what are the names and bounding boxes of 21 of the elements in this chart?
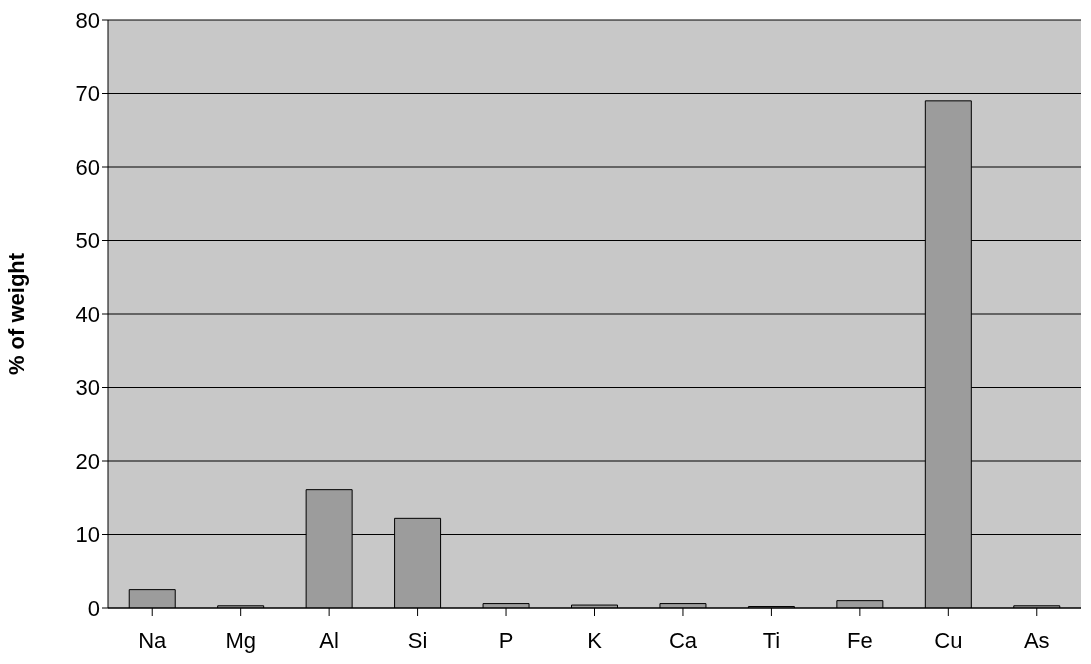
x-tick-label: As bbox=[1023, 627, 1050, 653]
y-tick-label: 0 bbox=[87, 595, 100, 621]
x-tick-label: Ca bbox=[668, 627, 698, 653]
y-tick-label: 10 bbox=[75, 522, 100, 548]
x-tick-label: K bbox=[587, 627, 603, 653]
y-tick-label: 50 bbox=[75, 228, 100, 254]
y-tick-label: 80 bbox=[75, 7, 100, 33]
x-tick-label: P bbox=[498, 627, 514, 653]
x-tick-label: Ti bbox=[762, 627, 781, 653]
y-tick-label: 70 bbox=[75, 81, 100, 107]
y-axis-title: % of weight bbox=[3, 252, 29, 376]
y-tick-label: 60 bbox=[75, 154, 100, 180]
x-tick-label: Na bbox=[138, 627, 168, 653]
x-tick-label: Si bbox=[407, 627, 428, 653]
x-tick-label: Al bbox=[319, 627, 339, 653]
x-tick-label: Cu bbox=[934, 627, 963, 653]
x-tick-label: Fe bbox=[847, 627, 873, 653]
x-tick-label: Mg bbox=[225, 627, 256, 653]
y-tick-label: 40 bbox=[75, 301, 100, 327]
y-tick-label: 20 bbox=[75, 448, 100, 474]
y-tick-label: 30 bbox=[75, 375, 100, 401]
